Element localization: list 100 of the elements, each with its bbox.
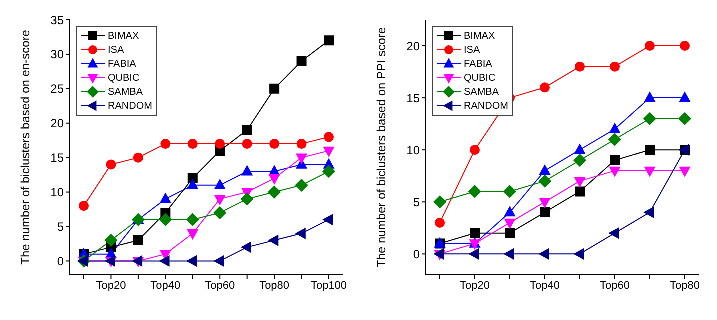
legend-label: BIMAX bbox=[108, 30, 140, 42]
point bbox=[160, 193, 172, 204]
legend-label: SAMBA bbox=[108, 86, 144, 98]
legend-label: BIMAX bbox=[464, 30, 496, 42]
point bbox=[644, 92, 656, 102]
point bbox=[296, 228, 306, 240]
x-tick-label: Top80 bbox=[670, 280, 700, 292]
point bbox=[504, 206, 516, 217]
y-tick-label: 35 bbox=[50, 13, 64, 28]
point bbox=[609, 228, 620, 239]
point bbox=[268, 186, 281, 199]
point bbox=[323, 214, 334, 226]
y-tick-label: 5 bbox=[413, 195, 420, 210]
y-axis-title: The number of biclusters based on en-score bbox=[18, 30, 32, 265]
point bbox=[79, 201, 89, 212]
point bbox=[270, 139, 280, 150]
point bbox=[574, 154, 586, 167]
point bbox=[296, 139, 307, 150]
point bbox=[106, 160, 116, 170]
point bbox=[214, 256, 224, 267]
point bbox=[645, 41, 655, 52]
y-tick-label: 0 bbox=[57, 254, 64, 268]
point bbox=[469, 248, 480, 260]
point bbox=[575, 186, 585, 197]
y-tick-label: 20 bbox=[50, 116, 64, 131]
point bbox=[468, 185, 482, 198]
y-tick-label: 20 bbox=[406, 39, 420, 54]
point bbox=[270, 84, 280, 94]
point bbox=[610, 123, 620, 134]
point bbox=[574, 177, 586, 188]
legend-label: RANDOM bbox=[108, 100, 152, 112]
point bbox=[160, 139, 171, 150]
point bbox=[324, 36, 334, 46]
point bbox=[214, 206, 226, 220]
point bbox=[240, 192, 254, 206]
legend-label: FABIA bbox=[108, 58, 136, 70]
x-tick-label: Top60 bbox=[205, 280, 236, 292]
point bbox=[242, 166, 253, 176]
legend-label: QUBIC bbox=[108, 72, 140, 84]
point bbox=[242, 125, 252, 136]
point bbox=[268, 235, 279, 246]
point bbox=[187, 180, 198, 190]
point bbox=[610, 156, 620, 166]
y-tick-label: 15 bbox=[50, 151, 64, 166]
point bbox=[504, 185, 516, 198]
point bbox=[159, 214, 172, 226]
point bbox=[608, 133, 622, 146]
y-tick-label: 15 bbox=[406, 91, 420, 106]
point bbox=[241, 242, 252, 253]
point bbox=[188, 139, 198, 150]
point bbox=[504, 218, 516, 229]
point bbox=[644, 207, 654, 218]
point bbox=[215, 139, 226, 150]
point bbox=[296, 56, 307, 66]
y-axis-title: The number of biclusters based on PPI score bbox=[374, 27, 388, 268]
x-tick-label: Top100 bbox=[310, 280, 348, 292]
point bbox=[104, 234, 118, 247]
point bbox=[540, 82, 550, 93]
point bbox=[295, 179, 308, 192]
point bbox=[678, 112, 692, 126]
x-tick-label: Top40 bbox=[530, 280, 560, 292]
point bbox=[160, 256, 170, 267]
point bbox=[470, 228, 480, 238]
legend-label: SAMBA bbox=[464, 86, 500, 98]
point bbox=[132, 214, 145, 226]
point bbox=[505, 228, 515, 238]
point bbox=[574, 144, 586, 154]
point bbox=[575, 62, 585, 72]
point bbox=[540, 198, 550, 208]
point bbox=[324, 132, 334, 142]
point bbox=[133, 236, 144, 246]
point bbox=[322, 165, 336, 178]
point bbox=[242, 139, 252, 150]
point bbox=[296, 154, 308, 164]
x-tick-label: Top40 bbox=[150, 280, 181, 292]
point bbox=[434, 196, 446, 208]
point bbox=[187, 230, 198, 240]
x-tick-label: Top80 bbox=[260, 280, 290, 292]
y-tick-label: 30 bbox=[50, 48, 64, 62]
point bbox=[539, 248, 550, 260]
point bbox=[538, 174, 552, 188]
x-tick-label: Top20 bbox=[96, 280, 126, 292]
y-tick-label: 5 bbox=[57, 220, 64, 234]
point bbox=[214, 180, 226, 190]
point bbox=[680, 166, 690, 177]
point bbox=[504, 248, 514, 260]
point bbox=[574, 248, 584, 260]
point bbox=[269, 174, 280, 184]
point bbox=[540, 208, 550, 218]
y-tick-label: 10 bbox=[406, 143, 420, 158]
legend-label: FABIA bbox=[464, 58, 492, 70]
point bbox=[470, 145, 480, 156]
point bbox=[610, 62, 620, 72]
legend-label: ISA bbox=[108, 44, 124, 56]
point bbox=[645, 145, 655, 156]
x-tick-label: Top20 bbox=[460, 280, 490, 292]
point bbox=[610, 166, 620, 177]
y-tick-label: 25 bbox=[50, 82, 64, 96]
legend-label: ISA bbox=[464, 44, 480, 56]
legend-label: QUBIC bbox=[464, 72, 496, 84]
